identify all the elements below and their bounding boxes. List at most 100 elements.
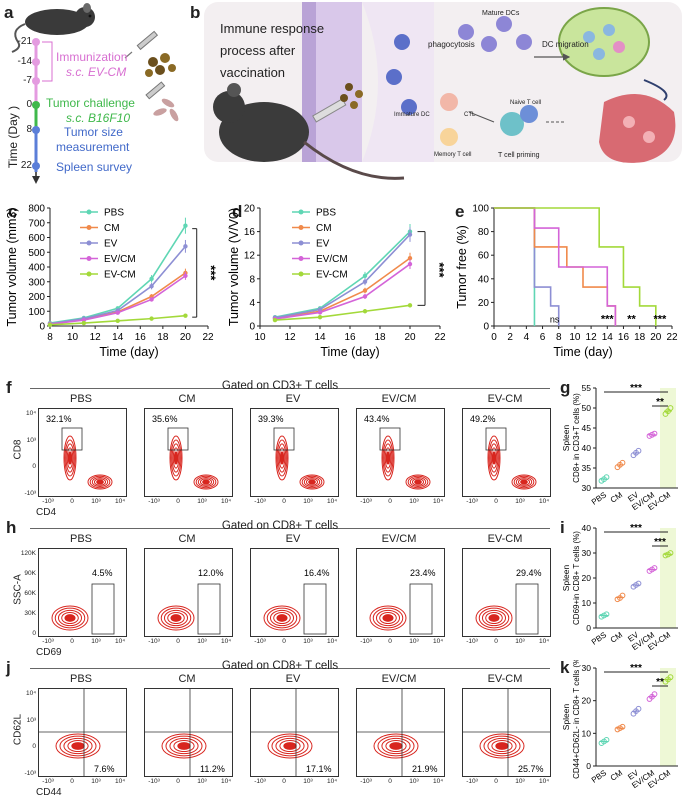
data-point xyxy=(603,611,610,618)
flow-x-tick: 0 xyxy=(388,498,392,505)
significance-label: ns xyxy=(550,314,560,324)
flow-x-tick: -10³ xyxy=(360,498,372,505)
flow-x-tick: 0 xyxy=(70,638,74,645)
flow-panel-title: EV-CM xyxy=(487,673,523,685)
flow-x-tick: -10³ xyxy=(148,778,160,785)
x-tick-label: 16 xyxy=(344,332,356,343)
ctl-label: CTL xyxy=(464,112,476,118)
contour xyxy=(63,737,93,755)
gate-box xyxy=(379,427,401,451)
contour xyxy=(372,607,404,629)
contour xyxy=(389,742,403,750)
flow-plot-f-2: 39.3% xyxy=(250,408,339,497)
contour xyxy=(276,439,288,477)
day-marker xyxy=(32,126,40,134)
immunization-sub: s.c. EV-CM xyxy=(66,65,127,79)
data-point xyxy=(183,273,188,279)
contour xyxy=(51,605,89,631)
contour xyxy=(269,609,295,627)
flow-panel-title: CM xyxy=(178,533,196,545)
x-tick-label: 22 xyxy=(434,332,446,343)
contour xyxy=(193,474,219,490)
contour xyxy=(271,735,309,757)
y-tick-label: 0 xyxy=(483,322,489,333)
contour xyxy=(381,435,395,481)
spleen-survey-label: Spleen survey xyxy=(56,160,133,174)
x-tick-label: 22 xyxy=(202,332,214,343)
y-tick-label: 100 xyxy=(28,307,45,318)
tumor-challenge-label: Tumor challenge xyxy=(46,96,135,110)
y-tick-label: 40 xyxy=(478,274,490,285)
x-axis-label: Time (day) xyxy=(320,345,379,359)
contour xyxy=(199,478,213,486)
series-line-evcm xyxy=(274,263,411,320)
y-axis-label: Tumor volume (V/V0) xyxy=(227,208,241,326)
flow-panel-title: EV/CM xyxy=(381,393,417,405)
gate-percent: 43.4% xyxy=(364,414,390,424)
contour xyxy=(488,614,500,622)
contour xyxy=(414,479,422,485)
panel-label-k: k xyxy=(560,658,570,677)
y-tick-label: 20 xyxy=(478,298,490,309)
data-point xyxy=(407,232,413,237)
tumor-challenge-sub: s.c. B16F10 xyxy=(66,111,131,125)
contour xyxy=(491,739,513,753)
flow-x-tick: -10³ xyxy=(42,638,54,645)
gate-percent: 39.3% xyxy=(258,414,284,424)
flow-x-tick: 10⁴ xyxy=(326,498,338,505)
y-tick-label: 800 xyxy=(28,204,45,215)
relative-volume-chart: 10 12 14 16 18 20 22 0 4 8 12 16 20 Time (day) Tumor v… xyxy=(227,204,447,360)
y-axis-label: CD44+CD62L- in CD8+ T cells (%) xyxy=(572,660,581,779)
flow-x-tick: 10³ xyxy=(91,778,101,785)
data-point xyxy=(407,255,413,261)
data-point xyxy=(362,309,368,314)
contour xyxy=(520,479,528,485)
y-tick-label: 20 xyxy=(582,573,592,583)
gate-percent: 21.9% xyxy=(412,764,438,774)
mature-dcs-label: Mature DCs xyxy=(482,10,520,17)
legend-label: EV xyxy=(316,239,330,250)
flow-x-tick: -10³ xyxy=(254,778,266,785)
contour xyxy=(67,739,89,753)
flow-x-tick: 0 xyxy=(282,638,286,645)
flow-x-tick: 10⁴ xyxy=(326,778,338,785)
data-point xyxy=(407,261,413,267)
contour xyxy=(369,605,407,631)
data-point xyxy=(667,550,674,556)
x-tick-label: 16 xyxy=(135,332,147,343)
flow-panel-title: CM xyxy=(178,673,196,685)
gate-box xyxy=(91,583,115,635)
flow-x-tick: -10³ xyxy=(466,778,478,785)
contour xyxy=(276,614,288,622)
flow-panel-title: PBS xyxy=(69,393,92,405)
x-tick-label: 10 xyxy=(569,332,581,343)
flow-x-tick: -10³ xyxy=(466,638,478,645)
contour xyxy=(385,739,407,753)
flow-x-tick: 0 xyxy=(494,638,498,645)
x-tick-label: 22 xyxy=(666,332,678,343)
contour xyxy=(267,733,313,759)
contour xyxy=(373,733,419,759)
data-point xyxy=(149,297,154,302)
day-marker xyxy=(32,162,40,170)
y-tick-label: 0 xyxy=(249,322,255,333)
panel-label-j: j xyxy=(6,658,11,677)
contour xyxy=(487,435,501,481)
flow-x-label: CD4 xyxy=(36,507,57,518)
y-tick-label: 8 xyxy=(249,274,255,285)
data-point xyxy=(362,273,368,279)
x-tick-label: 18 xyxy=(374,332,386,343)
contour xyxy=(277,443,287,473)
highlight-band xyxy=(660,528,676,628)
category-label: CM xyxy=(609,630,625,645)
panel-label-f: f xyxy=(6,378,12,397)
day-label: 0 xyxy=(26,99,32,110)
gate-box xyxy=(409,583,433,635)
contour xyxy=(177,742,191,750)
cd8-scatter-chart: 30 35 40 45 50 55 Spleen CD8+ in CD3+T cells (%… xyxy=(561,383,678,512)
flow-panel-title: EV/CM xyxy=(381,673,417,685)
contour xyxy=(171,443,181,473)
contour xyxy=(490,447,498,469)
flow-y-tick: 90K xyxy=(24,570,36,577)
x-tick-label: 14 xyxy=(112,332,124,343)
